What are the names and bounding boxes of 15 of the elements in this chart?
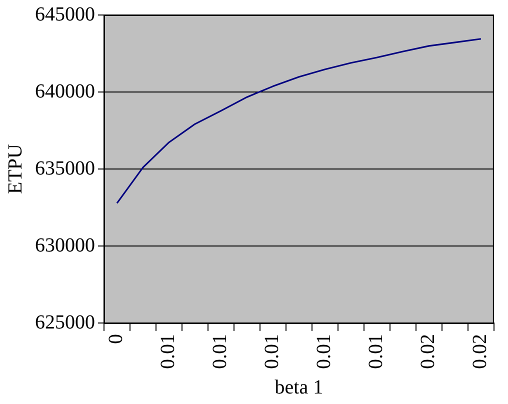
x-tick-label: 0.01 xyxy=(209,334,232,369)
y-tick-label: 630000 xyxy=(35,234,95,256)
y-tick-label: 640000 xyxy=(35,80,95,102)
y-tick-label: 645000 xyxy=(35,3,95,26)
y-tick-label: 625000 xyxy=(35,311,95,334)
y-axis-title: ETPU xyxy=(4,143,26,194)
x-tick-label: 0.01 xyxy=(313,334,336,369)
y-tick-label: 635000 xyxy=(35,157,95,180)
x-tick-label: 0.01 xyxy=(261,334,284,369)
x-tick-label: 0.02 xyxy=(417,334,440,369)
x-tick-label: 0.02 xyxy=(469,334,492,369)
x-tick-label: 0.01 xyxy=(365,334,388,369)
x-tick-label: 0 xyxy=(105,334,128,344)
x-tick-label: 0.01 xyxy=(157,334,180,369)
x-axis-title: beta 1 xyxy=(274,376,324,398)
